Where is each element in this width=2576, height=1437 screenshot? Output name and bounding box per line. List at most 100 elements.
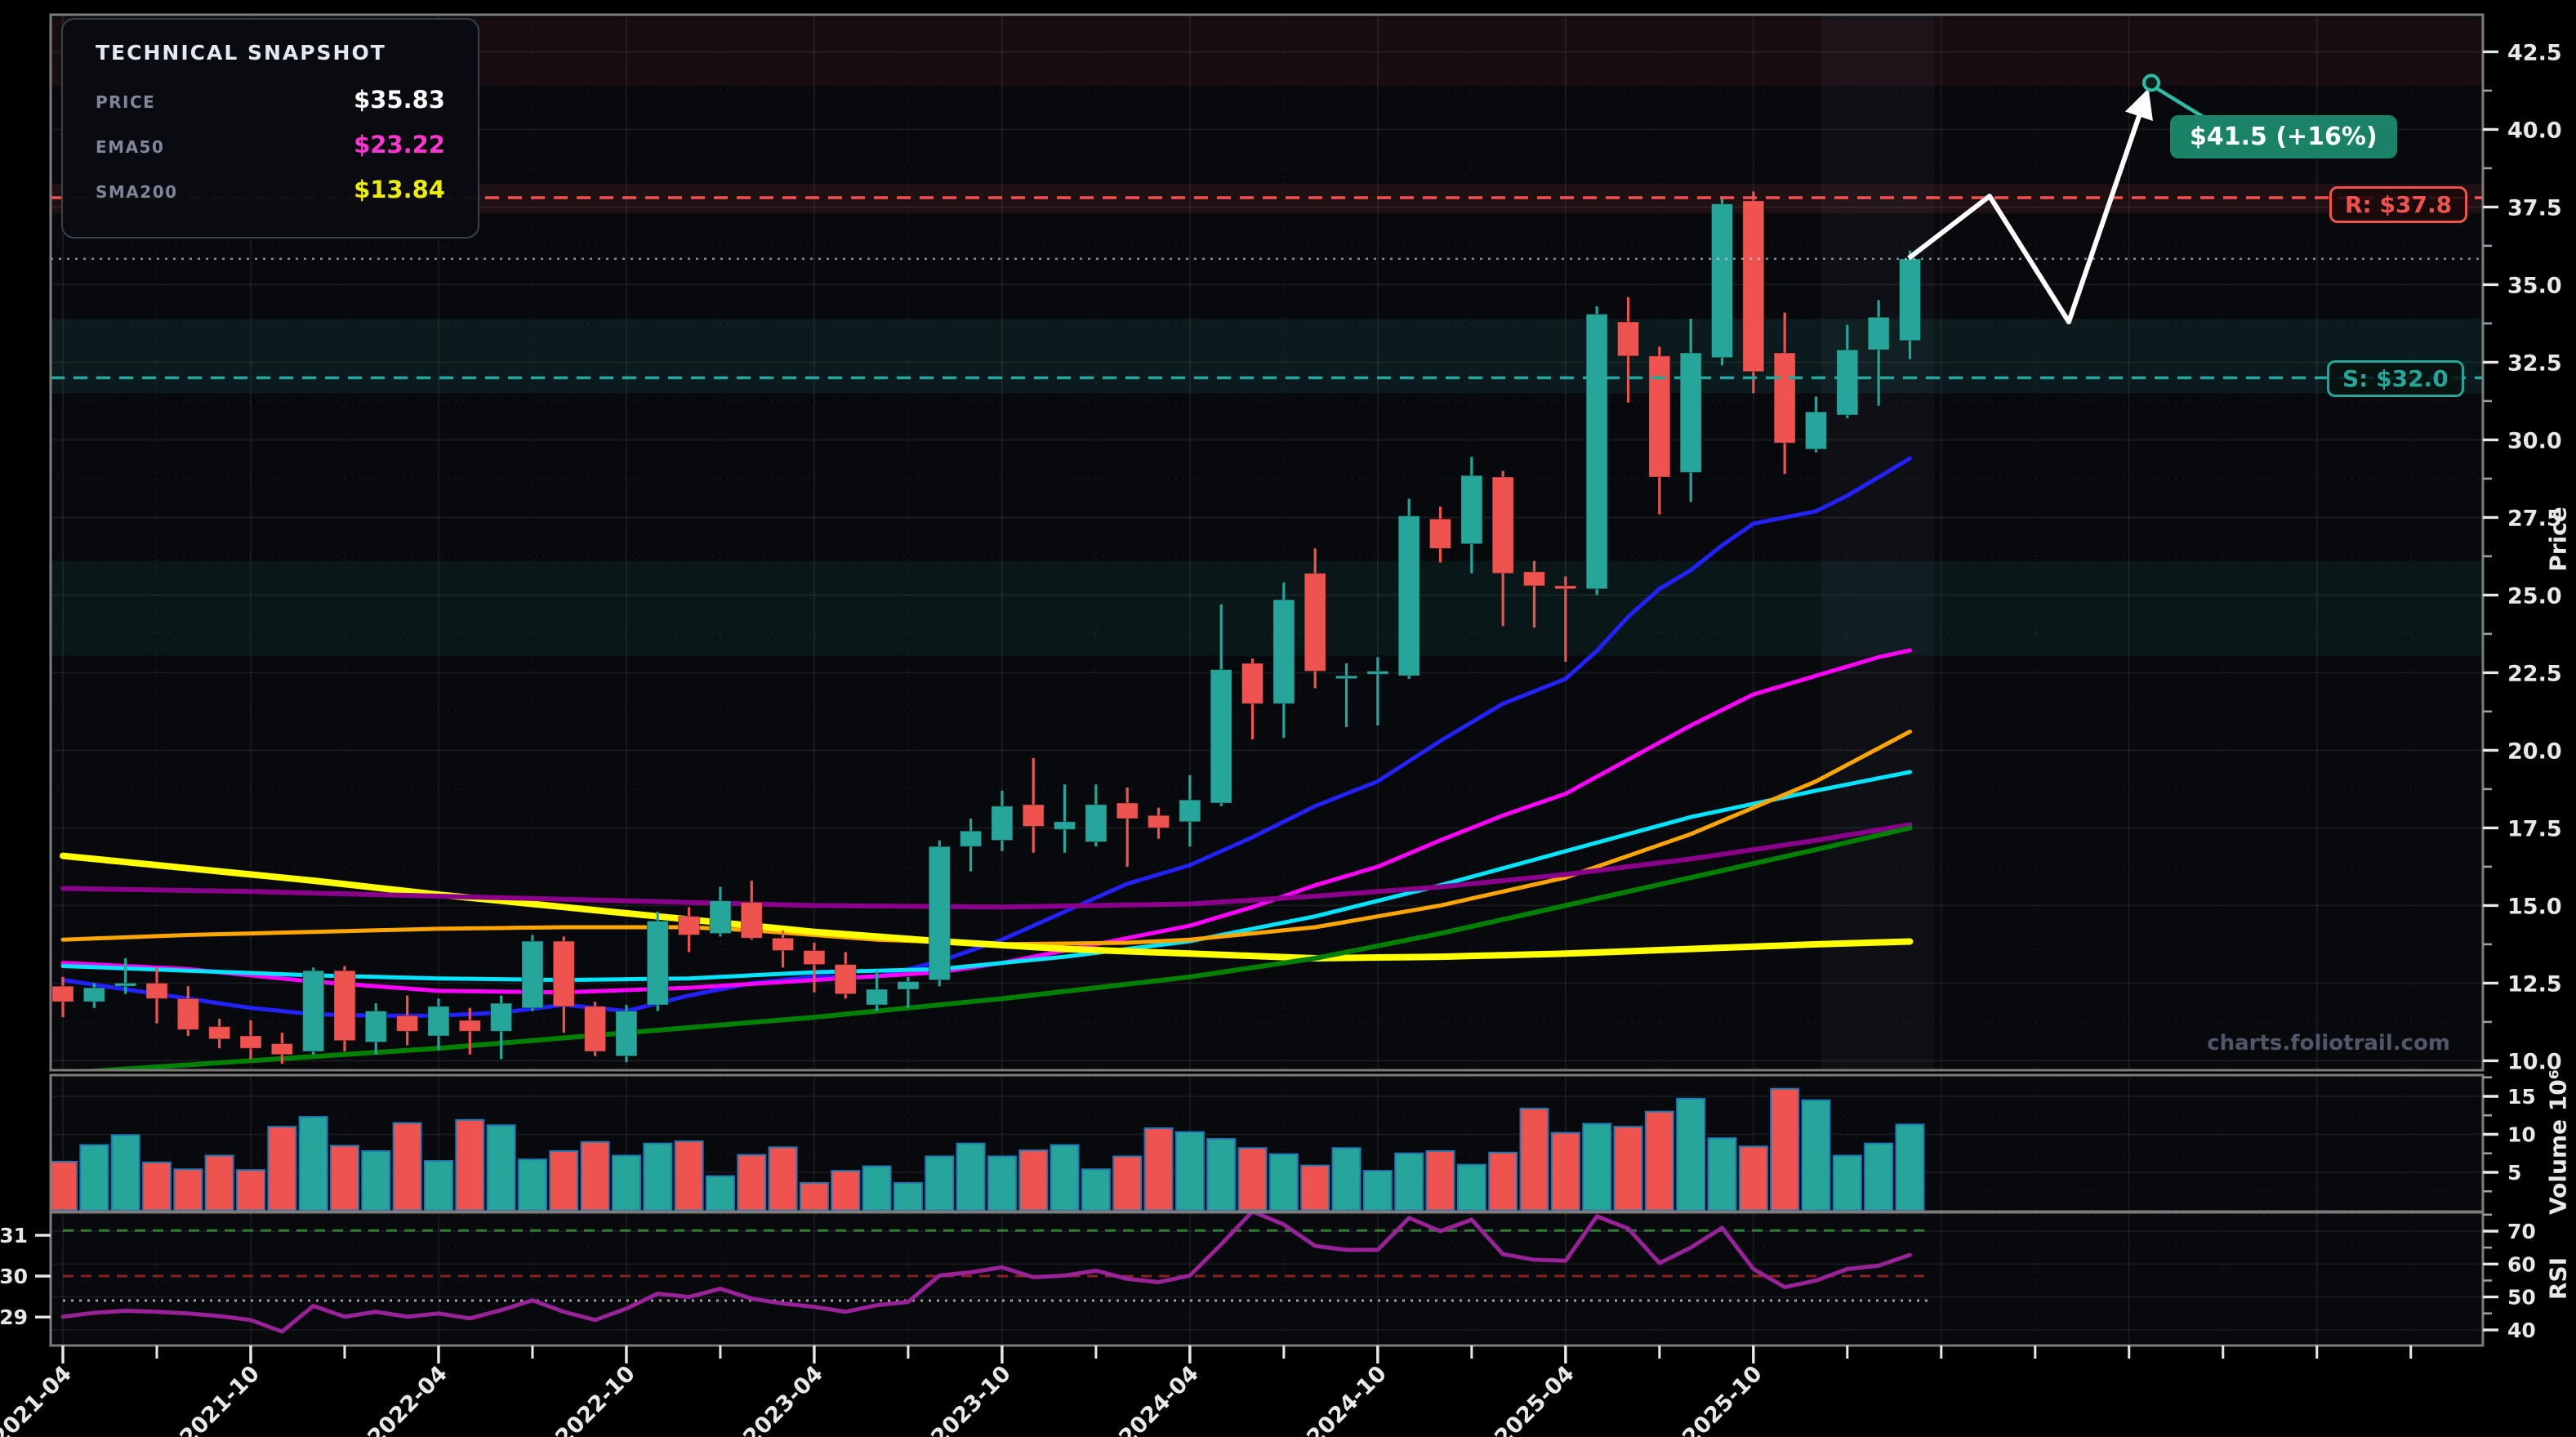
candle-body [1054,821,1076,830]
candle-body [584,1006,607,1052]
candle-body [1179,799,1201,823]
volume-bar [141,1161,172,1212]
candle-body [1366,671,1389,675]
volume-bar [392,1122,422,1212]
support-label: S: $32.0 [2327,360,2464,397]
volume-bar [267,1126,297,1212]
candle-body [208,1026,231,1040]
candle-body [740,902,763,939]
candle-body [1272,599,1295,704]
candle-body [615,1011,638,1057]
candle-body [1679,352,1702,473]
candle-body [678,916,701,935]
volume-bar [1707,1137,1737,1212]
panel-background [51,1212,2483,1346]
candle-body [302,970,325,1052]
volume-bar [51,1160,78,1212]
candle-body [521,940,544,1009]
volume-axis-title: Volume 10⁶ [2544,1069,2572,1216]
candle-body [239,1035,262,1049]
volume-bar [79,1144,109,1212]
candle-body [1429,518,1452,549]
snapshot-label-ema50: EMA50 [96,137,165,157]
tick-label: 2021-10 [175,1361,265,1437]
volume-bar [361,1149,391,1212]
ma-green [69,825,1913,1070]
panel-border [49,1211,2485,1347]
resistance-label: R: $37.8 [2329,186,2468,223]
tick-label: 30 [0,1265,28,1288]
projection-arrow-line [1907,88,2153,324]
volume-bar [1174,1131,1205,1212]
volume-bar [674,1140,704,1212]
candle-body [145,982,168,999]
candle-body [1085,804,1108,843]
snapshot-label-sma200: SMA200 [96,182,178,202]
tick-label: 10.0 [2507,1049,2562,1074]
tick-label: 27.5 [2507,506,2562,531]
snapshot-title: TECHNICAL SNAPSHOT [96,41,386,65]
candle-body [1804,411,1827,450]
volume-bar [204,1154,234,1212]
candle-body [646,920,669,1006]
target-point-marker [2142,74,2160,92]
candle-body [396,1015,419,1032]
price-zone-band [51,560,2483,656]
volume-bar [486,1124,516,1212]
volume-bar [1456,1163,1486,1212]
price-target-label: $41.5 (+16%) [2170,115,2397,158]
candle-body [1836,349,1859,416]
candle-body [803,950,826,966]
candle-body [928,846,951,981]
panel-border [49,13,2485,1072]
snapshot-row-sma200: SMA200 $13.84 [96,176,445,203]
candle-body [1210,669,1232,804]
candle-body [1304,573,1326,672]
tick-label: 22.5 [2507,661,2562,686]
candle-body [1617,321,1639,357]
volume-bar [768,1146,798,1212]
snapshot-row-ema50: EMA50 $23.22 [96,131,445,158]
tick-label: 25.0 [2507,583,2562,609]
volume-bar [1394,1152,1424,1212]
candle-body [1022,804,1045,828]
volume-bar [1613,1126,1643,1212]
candle-body [1491,476,1514,574]
candle-body [1335,675,1358,680]
candle-body [1148,814,1170,828]
tick-label: 2025-10 [1678,1361,1767,1437]
volume-bar [1644,1110,1674,1212]
candle-body [82,987,105,1002]
volume-bar [1268,1153,1299,1212]
candle-body [834,964,857,995]
volume-bar [423,1160,453,1212]
volume-bar [737,1154,767,1212]
tick-label: 15.0 [2507,894,2562,919]
tick-label: 2021-04 [0,1361,77,1437]
tick-label: 2023-10 [926,1361,1016,1437]
volume-bar [1112,1155,1143,1212]
tick-label: 20.0 [2507,739,2562,764]
volume-bar [799,1182,829,1212]
tick-label: 37.5 [2507,195,2562,221]
volume-bar [1081,1168,1111,1212]
tick-label: 5 [2507,1161,2521,1185]
tick-label: 31 [0,1224,28,1247]
snapshot-value-price: $35.83 [354,86,445,114]
volume-bar [580,1140,610,1212]
candle-body [552,940,575,1007]
candle-body [270,1043,293,1055]
candle-body [176,997,199,1030]
ma-yellow-sma200 [60,852,1914,962]
volume-bar [956,1142,986,1212]
candle-body [1523,571,1546,587]
recent-highlight-column [1821,15,1934,1070]
candle-body [897,981,920,990]
rsi-panel [51,1212,2483,1346]
tick-label: 15 [2507,1085,2536,1109]
volume-bar [1550,1131,1580,1212]
tick-label: 10 [2507,1123,2536,1147]
tick-label: 30.0 [2507,428,2562,453]
volume-bar [1425,1149,1455,1212]
